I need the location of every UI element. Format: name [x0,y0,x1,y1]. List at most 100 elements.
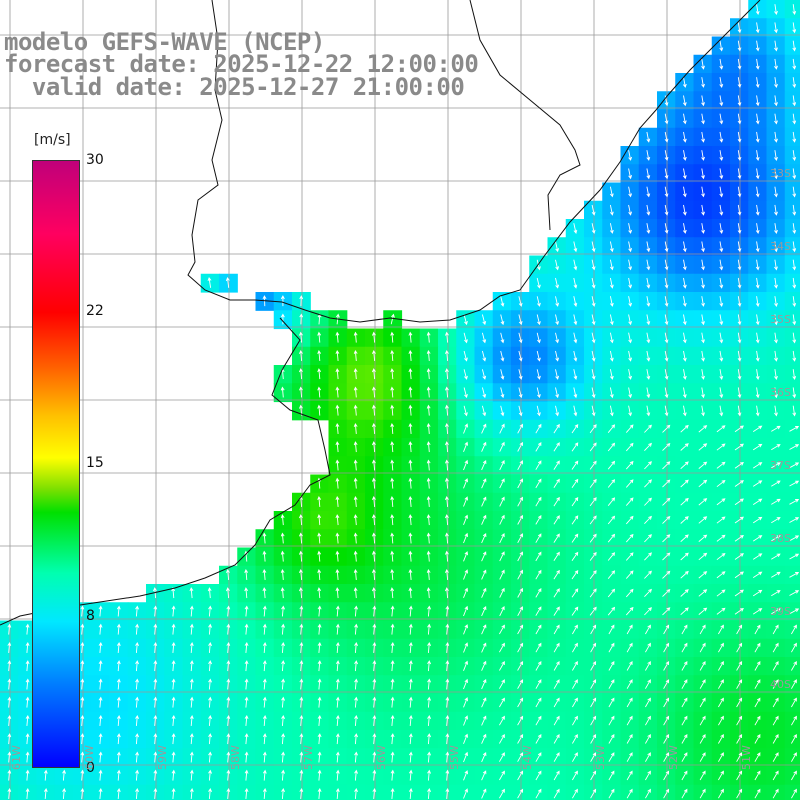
wind-arrow [427,733,432,745]
wind-arrow [628,186,633,198]
wind-arrow [792,332,797,344]
wind-arrow [463,678,469,690]
wind-arrow [698,589,708,597]
wind-arrow [535,624,542,635]
wind-speed-cell [784,657,800,676]
wind-arrow [372,605,377,617]
wind-arrow [755,405,760,417]
wind-arrow [555,241,560,253]
wind-arrow [262,623,267,635]
lat-label: 33S [770,167,791,180]
wind-arrow [701,350,705,362]
wind-arrow [408,587,413,599]
wind-arrow [681,697,688,708]
wind-arrow [153,605,158,617]
wind-arrow [553,624,560,635]
wind-arrow [590,624,597,635]
wind-arrow [680,589,689,597]
wind-speed-cell [766,784,786,800]
wind-arrow [408,623,413,635]
wind-arrow [481,478,487,489]
wind-arrow [573,314,578,326]
wind-arrow [681,788,688,799]
wind-arrow [7,678,12,690]
wind-arrow [481,496,487,507]
wind-arrow [517,788,524,799]
wind-arrow [792,95,797,107]
wind-speed-cell [784,620,800,640]
wind-arrow [517,752,524,762]
wind-speed-cell [784,565,800,585]
wind-arrow [517,551,523,562]
wind-arrow [426,331,431,343]
wind-arrow [408,459,413,471]
wind-arrow [737,58,742,70]
wind-arrow [774,4,778,16]
wind-arrow [371,477,376,489]
wind-arrow [663,642,670,653]
wind-speed-cell [657,474,676,494]
wind-arrow [701,332,705,344]
wind-arrow [427,751,432,763]
wind-speed-cell [784,127,800,147]
wind-arrow [390,769,395,781]
wind-arrow [591,277,596,289]
wind-arrow [771,535,781,542]
wind-arrow [774,387,778,399]
wind-arrow [791,715,797,726]
wind-arrow [774,77,778,89]
wind-arrow [719,241,724,253]
wind-arrow [426,368,431,380]
wind-arrow [98,623,103,635]
wind-arrow [663,624,670,635]
wind-arrow [553,588,560,598]
wind-arrow [372,751,377,763]
wind-arrow [500,314,505,326]
wind-arrow [535,478,542,489]
wind-arrow [792,314,797,326]
wind-arrow [189,733,194,745]
wind-arrow [553,515,560,525]
wind-arrow [98,605,103,617]
lon-label: 54W [521,745,534,770]
wind-arrow [644,515,652,525]
wind-arrow [481,569,487,580]
wind-arrow [445,751,450,763]
wind-speed-cell [602,456,622,476]
wind-arrow [662,552,671,561]
wind-arrow [390,404,395,416]
wind-arrow [153,660,158,672]
wind-speed-cell [784,219,800,238]
wind-arrow [772,788,779,799]
wind-arrow [354,623,359,635]
wind-arrow [517,697,524,708]
wind-arrow [607,479,616,488]
wind-arrow [555,332,560,344]
wind-arrow [663,770,670,781]
wind-arrow [755,4,760,16]
wind-arrow [481,314,487,326]
wind-arrow [591,387,596,399]
wind-arrow [317,568,322,580]
wind-arrow [390,459,395,471]
wind-arrow [481,441,487,452]
wind-speed-cell [602,529,622,549]
wind-arrow [589,442,597,452]
wind-arrow [535,496,542,507]
wind-arrow [771,517,781,524]
lat-label: 38S [770,532,791,545]
wind-arrow [736,679,743,689]
title-valid-date: valid date: 2025-12-27 21:00:00 [4,73,465,101]
wind-arrow [664,296,669,307]
wind-arrow [481,678,487,690]
wind-arrow [699,697,706,708]
wind-arrow [371,331,376,343]
wind-arrow [772,624,779,635]
wind-arrow [390,751,395,763]
wind-arrow [628,259,633,271]
wind-arrow [98,641,103,653]
wind-speed-cell [584,511,603,530]
wind-arrow [463,751,469,763]
wind-arrow [664,405,669,417]
wind-arrow [719,296,724,308]
